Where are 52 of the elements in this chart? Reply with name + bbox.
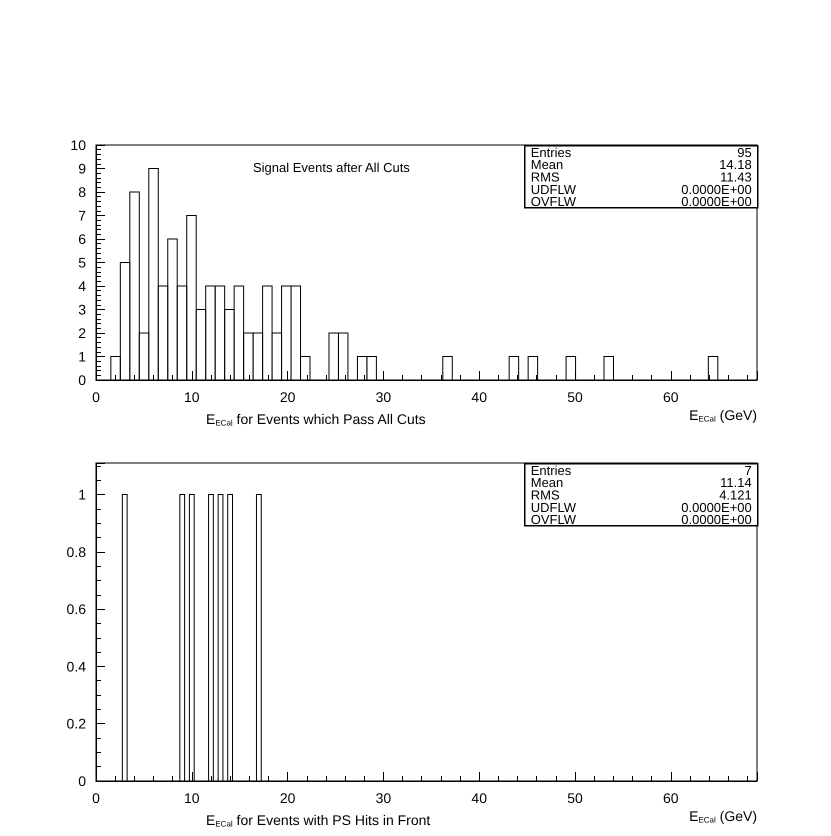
y-tick-label: 9 (78, 160, 86, 176)
x-tick-label: 50 (567, 389, 583, 405)
x-tick-label: 30 (376, 790, 392, 806)
annotation: OVFLW (530, 512, 577, 528)
annotation: 0.0000E+00 (681, 182, 752, 197)
y-tick-label: 6 (78, 231, 86, 247)
y-tick-label: 1 (78, 348, 86, 364)
y-tick-label: 5 (78, 254, 86, 270)
y-tick-label: 0.2 (66, 716, 86, 732)
annotation: Mean (530, 475, 564, 490)
annotation: 11.14 (720, 475, 752, 490)
annotation: 0.0000E+00 (681, 194, 752, 210)
annotation: 4.121 (719, 488, 752, 502)
x-tick-label: 10 (184, 389, 200, 405)
annotation: 7 (744, 462, 752, 478)
y-tick-label: 7 (78, 208, 86, 224)
x-tick-label: 60 (662, 389, 679, 405)
y-tick-label: 0.4 (66, 658, 86, 674)
annotation: UDFLW (530, 182, 577, 197)
annotation: 14.18 (719, 157, 752, 172)
annotation: RMS (530, 488, 560, 502)
annotation: 95 (737, 144, 752, 160)
annotation: UDFLW (530, 500, 577, 515)
annotation: RMS (530, 170, 560, 184)
y-tick-label: 8 (78, 184, 86, 200)
y-tick-label: 1 (78, 486, 86, 503)
y-tick-label: 3 (78, 302, 86, 318)
annotation: Entries (530, 462, 572, 478)
y-tick-label: 0.6 (66, 601, 86, 618)
x-tick-label: 0 (92, 389, 100, 405)
annotation: 0.0000E+00 (681, 500, 752, 515)
text: Signal Events after All Cuts (253, 160, 410, 175)
x-tick-label: 30 (376, 389, 392, 405)
annotation: OVFLW (530, 194, 577, 210)
x-tick-label: 0 (92, 790, 100, 806)
x-tick-label: 50 (567, 790, 583, 806)
annotation: 11.43 (720, 170, 752, 184)
x-tick-label: 20 (280, 389, 296, 405)
annotation: Mean (530, 157, 564, 172)
y-tick-label: 4 (78, 278, 86, 294)
y-tick-label: 2 (78, 325, 86, 341)
x-tick-label: 40 (471, 389, 488, 405)
x-tick-label: 20 (280, 790, 296, 806)
annotation: 0.0000E+00 (681, 512, 752, 528)
y-tick-label: 0 (78, 372, 86, 388)
x-tick-label: 40 (471, 790, 488, 806)
x-tick-label: 60 (662, 790, 679, 806)
annotation: Entries (530, 144, 572, 160)
y-tick-label: 0.8 (66, 544, 86, 560)
x-tick-label: 10 (184, 790, 200, 806)
y-tick-label: 10 (70, 137, 86, 153)
y-tick-label: 0 (78, 773, 86, 789)
